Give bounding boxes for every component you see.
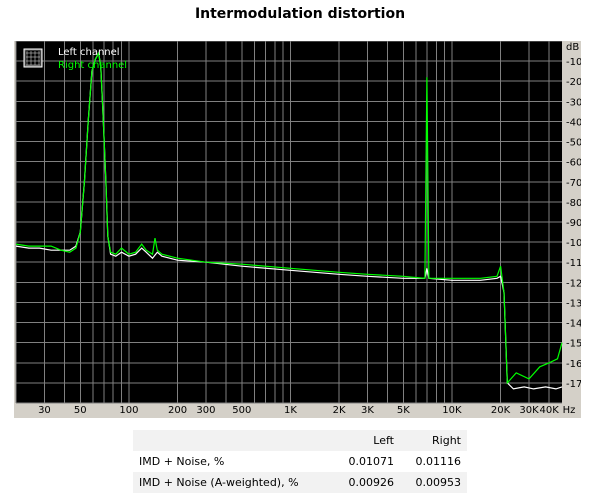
y-tick-label: -20: [566, 77, 581, 88]
x-tick-label: 2K: [333, 405, 346, 416]
table-header-row: Left Right: [133, 430, 467, 451]
x-tick-label: 5K: [397, 405, 410, 416]
x-tick-label: 1K: [284, 405, 297, 416]
y-tick-label: -150: [566, 339, 581, 350]
y-tick-label: -80: [566, 198, 581, 209]
y-tick-label: -110: [566, 258, 581, 269]
x-tick-label: 10K: [442, 405, 462, 416]
x-tick-label: 200: [168, 405, 187, 416]
chart-svg: Left channel Right channel 30 50 100 200 300 5…: [15, 41, 581, 416]
table-cell-left: 0.01071: [332, 451, 400, 472]
grid-lines: [15, 41, 562, 404]
table-row: IMD + Noise, % 0.01071 0.01116: [133, 451, 467, 472]
y-unit-label: dB: [566, 42, 579, 53]
x-tick-label: 3K: [361, 405, 374, 416]
chart-title: Intermodulation distortion: [194, 6, 406, 22]
y-tick-label: -40: [566, 117, 581, 128]
table-cell-right: 0.00953: [399, 472, 467, 493]
x-tick-label: 30K: [519, 405, 539, 416]
table-cell-right: 0.01116: [399, 451, 467, 472]
series-group: [15, 51, 563, 390]
table-row-label: IMD + Noise (A-weighted), %: [133, 472, 333, 493]
x-tick-label: 500: [232, 405, 251, 416]
table-row: IMD + Noise (A-weighted), % 0.00926 0.00…: [133, 472, 467, 493]
results-table: Left Right IMD + Noise, % 0.01071 0.0111…: [133, 430, 467, 493]
y-tick-label: -70: [566, 178, 581, 189]
legend-entry-left-channel: Left channel: [58, 47, 120, 58]
chart-frame: Left channel Right channel 30 50 100 200 300 5…: [14, 41, 581, 418]
y-tick-label: -30: [566, 97, 581, 108]
y-tick-label: -60: [566, 158, 581, 169]
y-tick-label: -100: [566, 238, 581, 249]
table-header-left: Left: [332, 430, 400, 451]
series-line-right-channel: [15, 51, 563, 385]
x-tick-label: 30: [38, 405, 51, 416]
y-tick-label: -160: [566, 359, 581, 370]
table-row-label: IMD + Noise, %: [133, 451, 333, 472]
y-tick-label: -140: [566, 319, 581, 330]
y-tick-label: -130: [566, 298, 581, 309]
y-tick-label: -90: [566, 218, 581, 229]
y-tick-label: -50: [566, 138, 581, 149]
axis-labels: 30 50 100 200 300 500 1K 2K 3K 5K 10K 20K 30K 40K Hz dB…: [38, 42, 581, 416]
legend: Left channel Right channel: [23, 47, 127, 71]
x-unit-label: Hz: [563, 405, 576, 416]
y-tick-label: -170: [566, 379, 581, 390]
x-tick-label: 40K: [540, 405, 560, 416]
table-header-label: [133, 430, 333, 451]
table-cell-left: 0.00926: [332, 472, 400, 493]
x-tick-label: 20K: [491, 405, 511, 416]
x-tick-label: 300: [196, 405, 215, 416]
legend-entry-right-channel: Right channel: [58, 60, 127, 71]
x-tick-label: 100: [119, 405, 138, 416]
y-tick-label: -120: [566, 278, 581, 289]
table-header-right: Right: [399, 430, 467, 451]
y-tick-label: -10: [566, 57, 581, 68]
x-tick-label: 50: [74, 405, 87, 416]
legend-icon: [24, 49, 42, 67]
